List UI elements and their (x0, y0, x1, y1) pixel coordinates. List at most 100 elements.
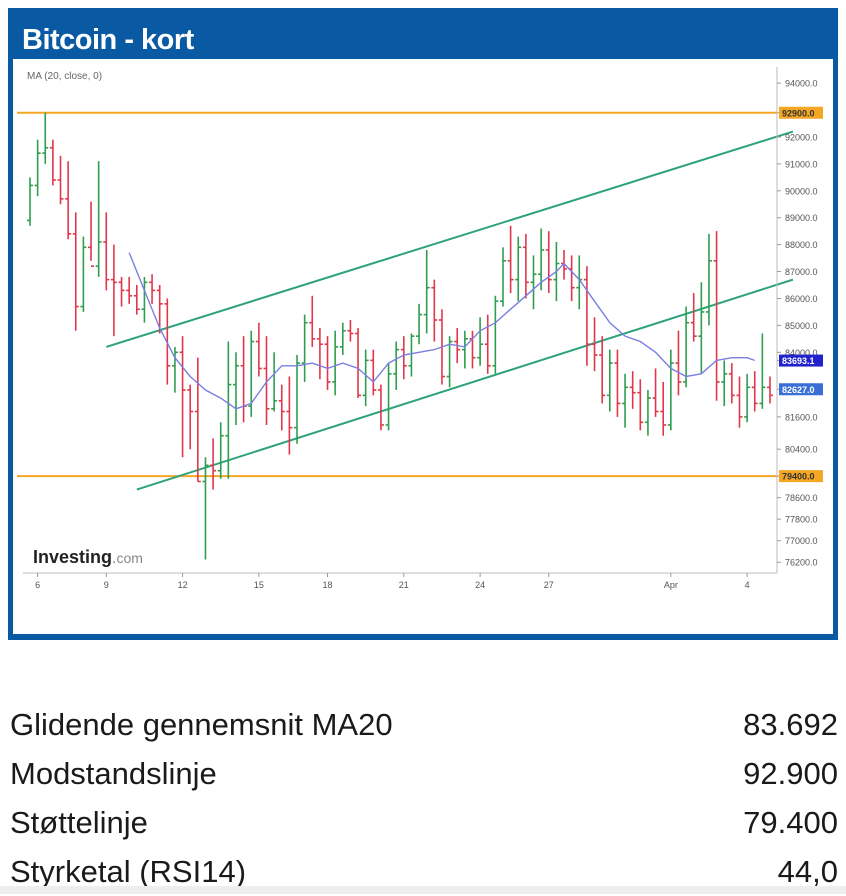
ma20-line (128, 252, 755, 410)
bottom-rule (0, 886, 846, 894)
watermark-main: Investing (33, 547, 112, 567)
ohlc-bar (316, 328, 323, 380)
ohlc-bar (225, 341, 232, 479)
ohlc-bar (683, 306, 690, 388)
last-price-tag: 82627.0 (779, 383, 823, 396)
ohlc-bar (522, 233, 529, 299)
x-tick-label: 12 (178, 580, 188, 590)
ohlc-bar (606, 349, 613, 412)
ohlc-bar (370, 349, 377, 396)
y-tick-label: 90000.0 (785, 186, 818, 196)
ohlc-bar (423, 250, 430, 334)
y-tick-label: 88000.0 (785, 240, 818, 250)
ohlc-bar (705, 233, 712, 326)
channel-lower-line (136, 278, 794, 491)
ohlc-bar (34, 139, 41, 197)
ohlc-bar (751, 371, 758, 412)
stat-value: 83.692 (743, 707, 838, 742)
ohlc-bar (583, 266, 590, 366)
stat-value: 79.400 (743, 805, 838, 840)
ohlc-bar (408, 333, 415, 377)
ohlc-bar (622, 373, 629, 428)
ohlc-bar (591, 317, 598, 372)
ohlc-bar (507, 225, 514, 294)
tag-label: 92900.0 (782, 108, 815, 118)
ohlc-bar (614, 349, 621, 417)
x-tick-label: Apr (664, 580, 678, 590)
ohlc-bar (49, 139, 56, 186)
x-tick-label: 24 (475, 580, 485, 590)
y-tick-label: 87000.0 (785, 267, 818, 277)
ohlc-bar (484, 314, 491, 374)
stat-value: 92.900 (743, 756, 838, 791)
resistance-tag: 92900.0 (779, 106, 823, 119)
ohlc-bar (347, 320, 354, 342)
ohlc-bar (759, 333, 766, 409)
y-tick-label: 92000.0 (785, 132, 818, 142)
ohlc-bar (263, 336, 270, 425)
ohlc-bar (103, 212, 110, 291)
ohlc-bar (171, 346, 178, 393)
x-tick-label: 9 (104, 580, 109, 590)
ohlc-bar (217, 422, 224, 479)
ohlc-bar (667, 349, 674, 431)
ohlc-bar (698, 282, 705, 374)
ohlc-bar (538, 228, 545, 291)
ohlc-bar (721, 360, 728, 407)
ohlc-bar (713, 231, 720, 401)
x-tick-label: 6 (35, 580, 40, 590)
ohlc-bar (477, 317, 484, 366)
ohlc-bar (339, 322, 346, 355)
ohlc-bar (179, 336, 186, 458)
ohlc-bar (492, 295, 499, 374)
stats-table: Glidende gennemsnit MA20 83.692 Modstand… (10, 700, 838, 896)
x-tick-label: 18 (323, 580, 333, 590)
stat-label: Glidende gennemsnit MA20 (10, 707, 393, 742)
ohlc-bar (27, 177, 33, 226)
tag-bg (779, 383, 823, 396)
y-tick-label: 91000.0 (785, 159, 818, 169)
ohlc-bar (431, 279, 438, 342)
tag-label: 83693.1 (782, 356, 815, 366)
ohlc-bar (141, 276, 148, 323)
ohlc-bar (499, 247, 506, 307)
ohlc-bar (324, 336, 331, 390)
y-tick-label: 77000.0 (785, 536, 818, 546)
y-tick-label: 77800.0 (785, 515, 818, 525)
y-tick-label: 76200.0 (785, 558, 818, 568)
ohlc-bar (332, 330, 339, 396)
ohlc-bar (301, 314, 308, 382)
ohlc-bar (461, 330, 468, 369)
ohlc-bar (637, 379, 644, 431)
watermark-suffix: com (116, 550, 142, 566)
y-tick-label: 78600.0 (785, 493, 818, 503)
stat-row-rsi: Styrketal (RSI14) 44,0 (10, 847, 838, 896)
ohlc-bar (744, 373, 751, 423)
chart-area: 94000.0 92000.0 91000.0 90000.0 89000.0 88000… (13, 59, 833, 634)
x-tick-label: 4 (745, 580, 750, 590)
ohlc-bar (133, 285, 140, 315)
ohlc-bar (385, 363, 392, 431)
tag-bg (779, 470, 823, 483)
ohlc-bar (271, 352, 278, 412)
ohlc-bar (377, 384, 384, 431)
ohlc-bar (278, 384, 285, 431)
ohlc-bar (110, 244, 117, 337)
ohlc-bar (95, 161, 102, 277)
ohlc-bar (210, 438, 217, 490)
ma-value-tag: 83693.1 (779, 354, 823, 367)
ohlc-bar (530, 255, 537, 310)
ohlc-bar (644, 389, 651, 436)
watermark-dot: . (112, 550, 116, 567)
stat-value: 44,0 (777, 854, 838, 889)
ohlc-bar (545, 231, 552, 294)
ohlc-bar (286, 376, 293, 455)
ohlc-bar (202, 457, 209, 560)
y-tick-label: 85000.0 (785, 321, 818, 331)
ohlc-bar (652, 368, 659, 417)
stat-row-resistance: Modstandslinje 92.900 (10, 749, 838, 798)
ohlc-bar (80, 236, 87, 312)
y-tick-label: 80400.0 (785, 445, 818, 455)
ohlc-bar (690, 293, 697, 342)
ohlc-bar (194, 357, 201, 483)
